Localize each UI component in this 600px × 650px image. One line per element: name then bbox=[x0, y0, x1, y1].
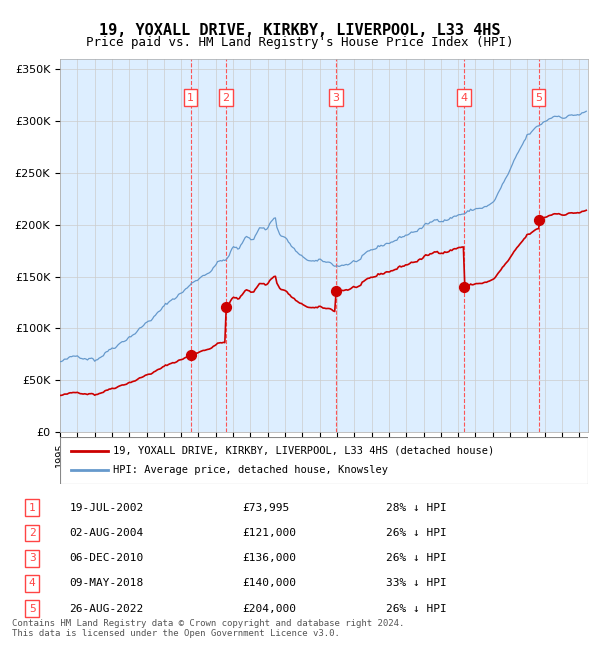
Text: Contains HM Land Registry data © Crown copyright and database right 2024.
This d: Contains HM Land Registry data © Crown c… bbox=[12, 619, 404, 638]
Text: 3: 3 bbox=[332, 93, 339, 103]
Text: 1: 1 bbox=[187, 93, 194, 103]
Text: 33% ↓ HPI: 33% ↓ HPI bbox=[386, 578, 447, 588]
Text: HPI: Average price, detached house, Knowsley: HPI: Average price, detached house, Know… bbox=[113, 465, 388, 475]
Text: 19, YOXALL DRIVE, KIRKBY, LIVERPOOL, L33 4HS (detached house): 19, YOXALL DRIVE, KIRKBY, LIVERPOOL, L33… bbox=[113, 445, 494, 456]
Point bbox=[331, 286, 341, 296]
FancyBboxPatch shape bbox=[60, 437, 588, 484]
Text: 2: 2 bbox=[223, 93, 230, 103]
Text: 4: 4 bbox=[461, 93, 468, 103]
Point bbox=[186, 350, 196, 361]
Text: 09-MAY-2018: 09-MAY-2018 bbox=[70, 578, 144, 588]
Text: 2: 2 bbox=[29, 528, 35, 538]
Text: 26% ↓ HPI: 26% ↓ HPI bbox=[386, 553, 447, 563]
Point bbox=[534, 215, 544, 226]
Text: 4: 4 bbox=[29, 578, 35, 588]
Text: £121,000: £121,000 bbox=[242, 528, 296, 538]
Point bbox=[221, 302, 231, 312]
Text: 5: 5 bbox=[29, 604, 35, 614]
Point bbox=[460, 281, 469, 292]
Text: £140,000: £140,000 bbox=[242, 578, 296, 588]
Text: 06-DEC-2010: 06-DEC-2010 bbox=[70, 553, 144, 563]
Text: £73,995: £73,995 bbox=[242, 502, 290, 513]
Text: 26-AUG-2022: 26-AUG-2022 bbox=[70, 604, 144, 614]
Text: 1: 1 bbox=[29, 502, 35, 513]
Text: 02-AUG-2004: 02-AUG-2004 bbox=[70, 528, 144, 538]
Text: 19-JUL-2002: 19-JUL-2002 bbox=[70, 502, 144, 513]
Text: 3: 3 bbox=[29, 553, 35, 563]
Text: 19, YOXALL DRIVE, KIRKBY, LIVERPOOL, L33 4HS: 19, YOXALL DRIVE, KIRKBY, LIVERPOOL, L33… bbox=[99, 23, 501, 38]
Text: 28% ↓ HPI: 28% ↓ HPI bbox=[386, 502, 447, 513]
Text: 5: 5 bbox=[535, 93, 542, 103]
Text: 26% ↓ HPI: 26% ↓ HPI bbox=[386, 528, 447, 538]
Text: £136,000: £136,000 bbox=[242, 553, 296, 563]
Text: Price paid vs. HM Land Registry's House Price Index (HPI): Price paid vs. HM Land Registry's House … bbox=[86, 36, 514, 49]
Text: 26% ↓ HPI: 26% ↓ HPI bbox=[386, 604, 447, 614]
Text: £204,000: £204,000 bbox=[242, 604, 296, 614]
